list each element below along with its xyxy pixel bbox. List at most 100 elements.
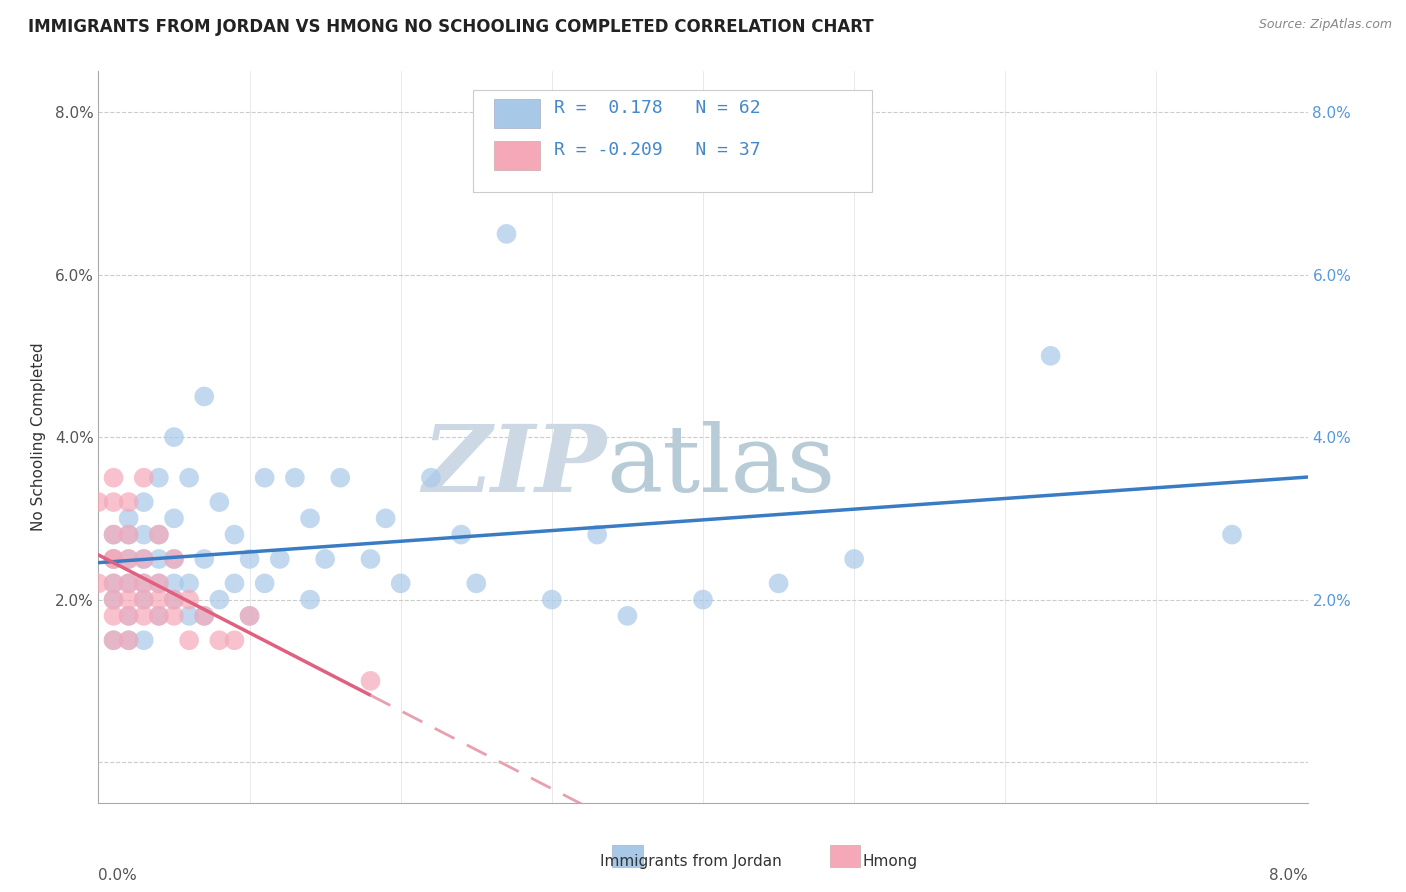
- Point: [118, 576, 141, 591]
- Point: [299, 592, 322, 607]
- Point: [148, 592, 170, 607]
- Point: [118, 495, 141, 509]
- Point: [148, 527, 170, 541]
- Text: 0.0%: 0.0%: [98, 868, 138, 883]
- Point: [224, 527, 246, 541]
- Point: [163, 592, 186, 607]
- Point: [148, 527, 170, 541]
- Point: [103, 471, 125, 485]
- Point: [118, 576, 141, 591]
- Point: [253, 471, 276, 485]
- Point: [132, 592, 155, 607]
- Point: [208, 592, 231, 607]
- Text: 8.0%: 8.0%: [1268, 868, 1308, 883]
- Point: [132, 495, 155, 509]
- Text: R = -0.209   N = 37: R = -0.209 N = 37: [554, 141, 761, 159]
- Point: [163, 576, 186, 591]
- Point: [540, 592, 562, 607]
- Point: [132, 608, 155, 623]
- Point: [179, 576, 201, 591]
- Point: [420, 471, 443, 485]
- Point: [132, 633, 155, 648]
- Point: [193, 552, 215, 566]
- Point: [103, 633, 125, 648]
- Point: [692, 592, 714, 607]
- Point: [87, 495, 110, 509]
- Point: [224, 633, 246, 648]
- Point: [118, 527, 141, 541]
- Point: [389, 576, 412, 591]
- Y-axis label: No Schooling Completed: No Schooling Completed: [31, 343, 46, 532]
- Point: [450, 527, 472, 541]
- Point: [132, 592, 155, 607]
- Point: [179, 633, 201, 648]
- Point: [103, 495, 125, 509]
- Text: Hmong: Hmong: [863, 854, 918, 869]
- Point: [465, 576, 488, 591]
- FancyBboxPatch shape: [494, 141, 540, 170]
- Point: [103, 552, 125, 566]
- Point: [148, 552, 170, 566]
- Point: [193, 608, 215, 623]
- Point: [132, 552, 155, 566]
- FancyBboxPatch shape: [613, 846, 643, 867]
- Point: [163, 608, 186, 623]
- Point: [103, 633, 125, 648]
- Point: [132, 576, 155, 591]
- Point: [586, 527, 609, 541]
- Point: [269, 552, 291, 566]
- Point: [179, 608, 201, 623]
- Point: [208, 495, 231, 509]
- Point: [495, 227, 517, 241]
- Point: [118, 527, 141, 541]
- Point: [118, 608, 141, 623]
- FancyBboxPatch shape: [494, 99, 540, 128]
- Point: [87, 576, 110, 591]
- Point: [103, 608, 125, 623]
- Point: [314, 552, 336, 566]
- Point: [132, 576, 155, 591]
- Point: [163, 511, 186, 525]
- Point: [163, 552, 186, 566]
- Point: [179, 592, 201, 607]
- Point: [224, 576, 246, 591]
- Point: [374, 511, 396, 525]
- Point: [103, 592, 125, 607]
- Point: [1039, 349, 1062, 363]
- Point: [103, 527, 125, 541]
- Text: IMMIGRANTS FROM JORDAN VS HMONG NO SCHOOLING COMPLETED CORRELATION CHART: IMMIGRANTS FROM JORDAN VS HMONG NO SCHOO…: [28, 18, 873, 36]
- Point: [329, 471, 352, 485]
- Text: R =  0.178   N = 62: R = 0.178 N = 62: [554, 99, 761, 117]
- Point: [132, 552, 155, 566]
- Text: Source: ZipAtlas.com: Source: ZipAtlas.com: [1258, 18, 1392, 31]
- Point: [118, 511, 141, 525]
- Point: [103, 576, 125, 591]
- Point: [118, 608, 141, 623]
- Point: [163, 430, 186, 444]
- Point: [844, 552, 866, 566]
- Point: [163, 552, 186, 566]
- Point: [132, 527, 155, 541]
- Point: [299, 511, 322, 525]
- Point: [148, 576, 170, 591]
- Point: [148, 471, 170, 485]
- Point: [284, 471, 307, 485]
- FancyBboxPatch shape: [474, 90, 872, 192]
- FancyBboxPatch shape: [830, 846, 860, 867]
- Point: [118, 592, 141, 607]
- Point: [360, 673, 382, 688]
- Point: [103, 576, 125, 591]
- Point: [148, 608, 170, 623]
- Text: atlas: atlas: [606, 421, 835, 511]
- Point: [208, 633, 231, 648]
- Point: [148, 576, 170, 591]
- Point: [768, 576, 790, 591]
- Point: [616, 608, 638, 623]
- Point: [148, 608, 170, 623]
- Point: [118, 552, 141, 566]
- Point: [103, 552, 125, 566]
- Point: [193, 389, 215, 403]
- Point: [239, 608, 262, 623]
- Point: [239, 552, 262, 566]
- Point: [103, 592, 125, 607]
